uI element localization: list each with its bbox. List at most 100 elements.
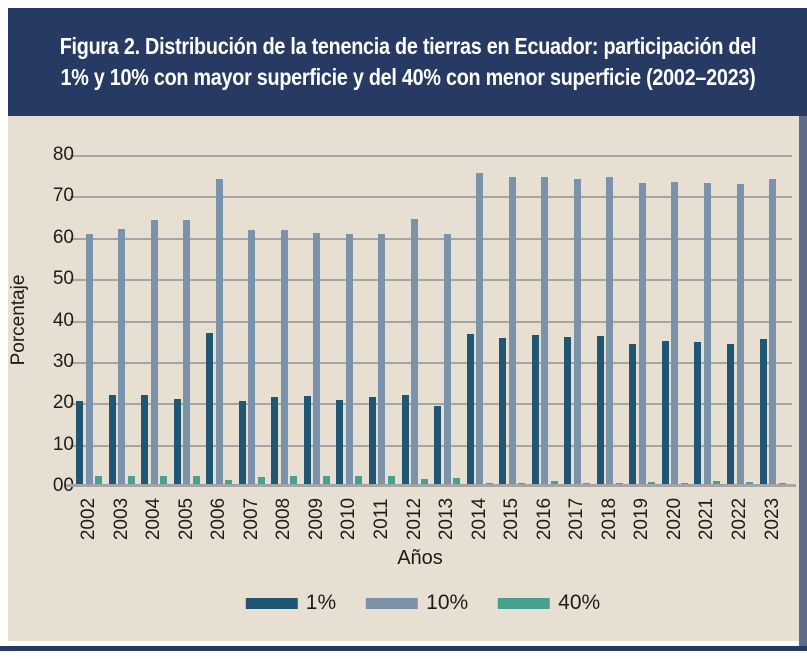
y-tick-label: 10 [52,434,74,455]
bar-40pct-2008 [290,476,297,486]
bar-1pct-2020 [662,341,669,486]
bar-1pct-2017 [564,337,571,486]
x-tick-label-2010: 2010 [338,497,359,541]
bar-10pct-2011 [378,234,385,486]
bar-10pct-2007 [248,230,255,486]
x-tick-label-2004: 2004 [143,497,164,541]
x-tick-label-2011: 2011 [371,498,392,540]
bar-10pct-2008 [281,230,288,486]
bar-10pct-2015 [509,177,516,486]
bar-1pct-2012 [402,395,409,486]
bar-40pct-2012 [421,479,428,486]
bar-1pct-2013 [434,406,441,486]
x-axis-title: Años [397,547,443,569]
bar-1pct-2003 [109,395,116,486]
gridline [70,321,792,323]
y-tick-label: 50 [52,268,74,289]
legend-item-1pct: 1% [245,591,337,615]
bar-40pct-2007 [258,477,265,486]
legend-item-10pct: 10% [366,591,468,615]
y-axis-title: Porcentaje [8,274,29,366]
bar-1pct-2008 [271,397,278,486]
x-tick-label-2016: 2016 [534,497,555,541]
bar-10pct-2006 [216,179,223,486]
gridline [70,196,792,198]
bar-40pct-2021 [713,481,720,486]
x-tick-label-2003: 2003 [111,497,132,541]
gridline [70,403,792,405]
bar-10pct-2014 [476,173,483,486]
bar-40pct-2006 [225,480,232,486]
gridline [70,445,792,447]
legend-label-10pct: 10% [426,591,469,614]
bar-10pct-2005 [183,220,190,486]
bar-1pct-2010 [336,400,343,486]
x-tick-label-2007: 2007 [241,497,262,541]
figure-header: Figura 2. Distribución de la tenencia de… [8,8,807,116]
x-tick-label-2008: 2008 [273,497,294,541]
x-tick-label-2015: 2015 [501,497,522,541]
y-tick-label: 00 [52,475,74,496]
bar-1pct-2018 [597,336,604,486]
bar-40pct-2004 [160,476,167,486]
bar-10pct-2017 [574,179,581,486]
legend-item-40pct: 40% [498,591,600,615]
legend-swatch-10pct [366,597,419,609]
bar-1pct-2015 [499,338,506,486]
x-tick-label-2018: 2018 [599,497,620,541]
bar-1pct-2006 [206,333,213,486]
figure-title-line1: Figura 2. Distribución de la tenencia de… [59,33,756,59]
x-tick-label-2019: 2019 [631,497,652,541]
x-tick-label-2006: 2006 [208,497,229,541]
y-tick-label: 20 [52,392,74,413]
gridline [70,279,792,281]
bar-10pct-2012 [411,219,418,486]
x-tick-label-2014: 2014 [469,497,490,541]
bar-1pct-2022 [727,344,734,486]
y-tick-label: 80 [52,144,74,165]
figure-title: Figura 2. Distribución de la tenencia de… [59,31,756,93]
bar-10pct-2004 [151,220,158,486]
x-tick-label-2017: 2017 [566,497,587,541]
y-tick-label: 60 [52,227,74,248]
x-tick-label-2005: 2005 [176,497,197,541]
x-tick-label-2002: 2002 [78,497,99,541]
bar-10pct-2009 [313,233,320,486]
bar-40pct-2009 [323,476,330,486]
page-edge-strip [799,116,807,646]
x-tick-label-2023: 2023 [762,497,783,541]
bar-40pct-2010 [355,476,362,486]
bar-10pct-2020 [671,182,678,486]
bar-10pct-2018 [606,177,613,486]
bar-1pct-2023 [760,339,767,486]
bar-10pct-2002 [86,234,93,486]
y-tick-label: 70 [52,185,74,206]
footer-rule [0,646,807,651]
legend-swatch-40pct [498,597,551,609]
gridline [70,362,792,364]
bar-40pct-2003 [128,476,135,486]
x-tick-label-2021: 2021 [696,497,717,541]
bar-1pct-2005 [174,399,181,486]
bar-40pct-2016 [551,481,558,486]
bar-10pct-2016 [541,177,548,486]
bar-10pct-2010 [346,234,353,486]
bar-1pct-2002 [76,401,83,486]
x-tick-label-2022: 2022 [729,497,750,541]
bar-40pct-2013 [453,478,460,486]
x-tick-label-2013: 2013 [436,497,457,541]
legend-label-1pct: 1% [305,591,337,614]
bar-40pct-2005 [193,476,200,486]
x-axis-line [66,484,796,487]
chart-legend: 1% 10% 40% [245,591,600,615]
x-tick-label-2009: 2009 [306,497,327,541]
gridline [70,155,792,157]
bar-10pct-2003 [118,229,125,486]
bar-1pct-2004 [141,395,148,486]
bar-40pct-2002 [95,476,102,486]
bar-1pct-2011 [369,397,376,486]
bar-10pct-2023 [769,179,776,486]
bar-40pct-2011 [388,476,395,486]
bar-10pct-2019 [639,183,646,486]
